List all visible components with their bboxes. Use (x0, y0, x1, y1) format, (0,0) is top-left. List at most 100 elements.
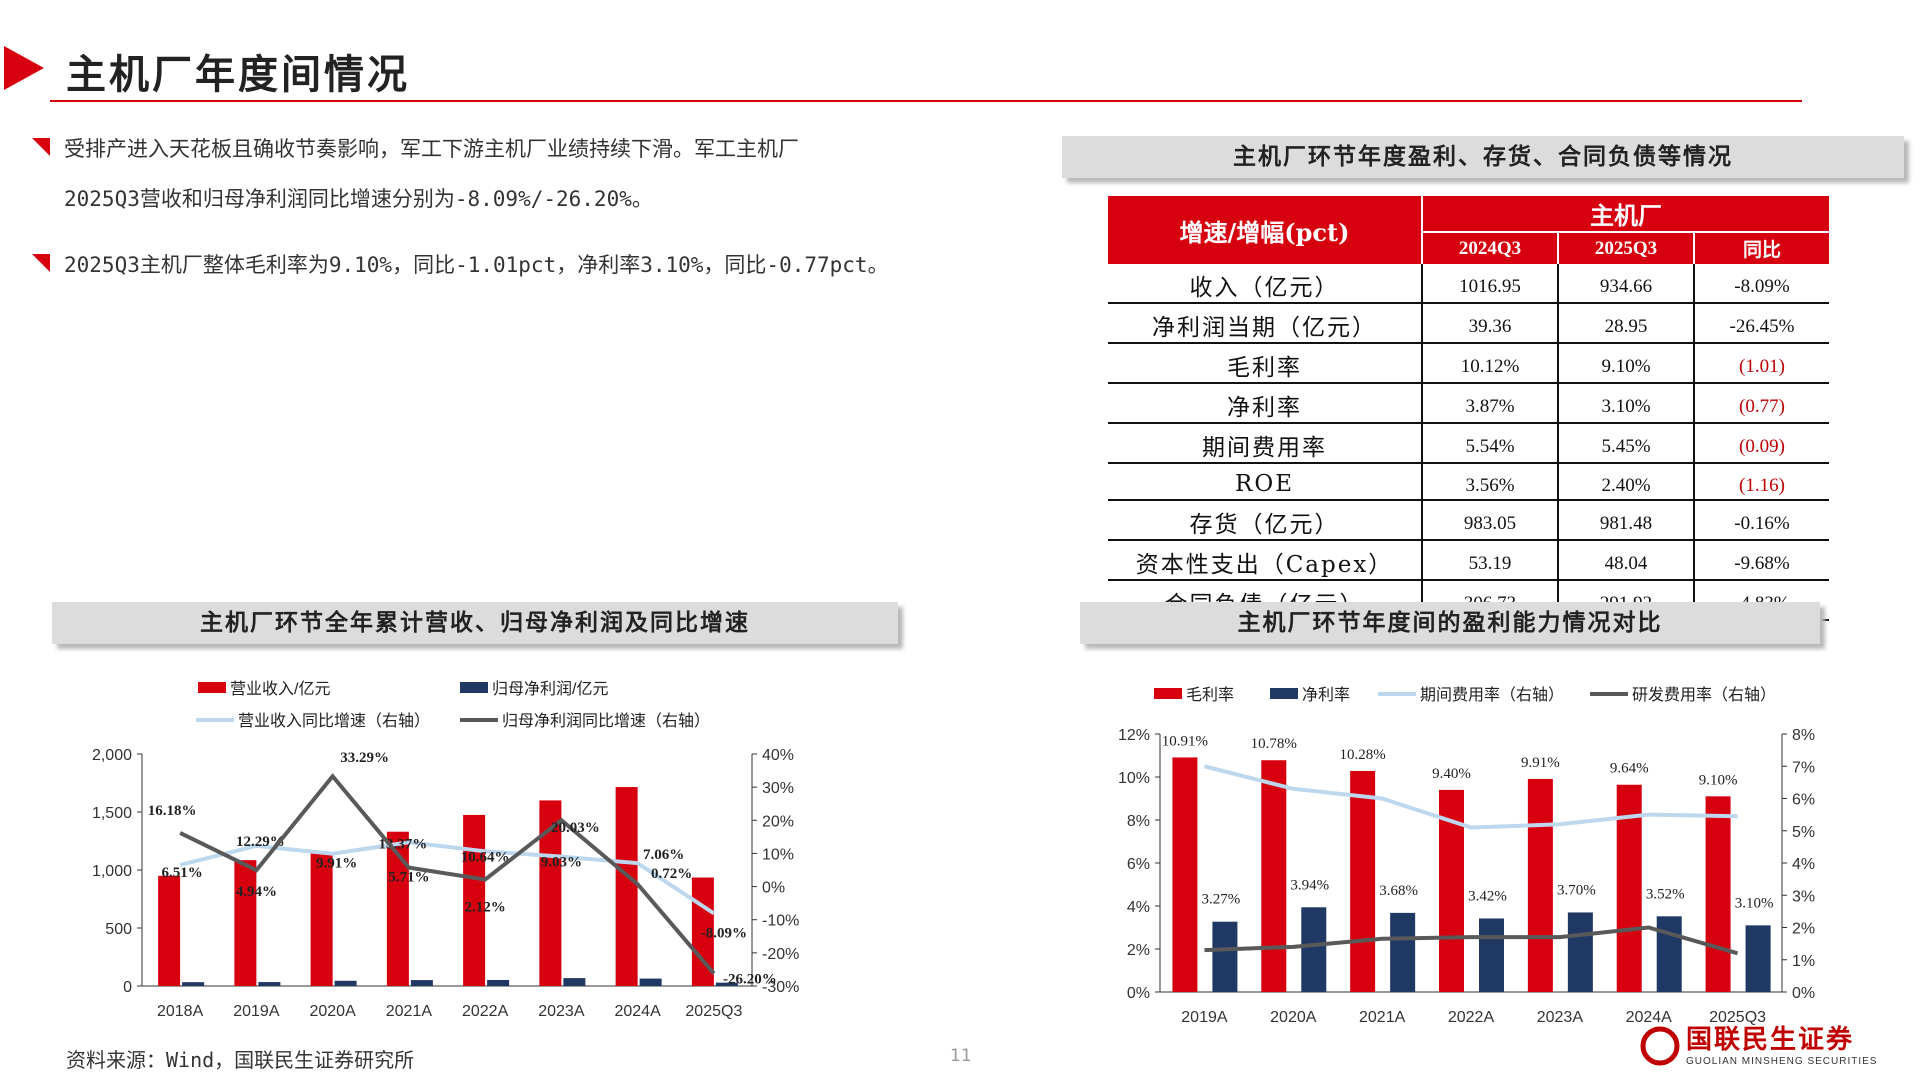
cell-2024q3: 1016.95 (1422, 264, 1559, 304)
x-tick-label: 2020A (309, 1003, 356, 1020)
legend-label: 营业收入同比增速（右轴） (238, 712, 430, 730)
row-label: 资本性支出（Capex） (1108, 540, 1423, 581)
table-row: 期间费用率 5.54% 5.45% (0.09) (1108, 423, 1830, 464)
x-tick-label: 2023A (1537, 1009, 1584, 1026)
y2-tick-label: 8% (1792, 727, 1815, 744)
data-label: 9.03% (541, 855, 582, 871)
data-label: -8.09% (701, 925, 747, 941)
data-label: 3.42% (1468, 888, 1507, 904)
cell-2024q3: 10.12% (1422, 343, 1559, 384)
cell-yoy: -0.16% (1694, 500, 1830, 541)
y2-tick-label: 2% (1792, 921, 1815, 938)
y-tick-label: 2% (1127, 942, 1150, 959)
bar (258, 982, 281, 986)
cell-2024q3: 53.19 (1422, 540, 1559, 581)
title-marker-icon (4, 46, 44, 90)
cell-2025q3: 3.10% (1558, 383, 1695, 424)
y2-tick-label: 5% (1792, 824, 1815, 841)
row-label: 毛利率 (1108, 343, 1423, 384)
bar (463, 814, 486, 986)
table-row: 净利率 3.87% 3.10% (0.77) (1108, 383, 1830, 424)
x-tick-label: 2022A (462, 1003, 509, 1020)
bar (1301, 907, 1327, 992)
y2-tick-label: 3% (1792, 888, 1815, 905)
table-col-header: 同比 (1694, 232, 1830, 264)
table-row: 毛利率 10.12% 9.10% (1.01) (1108, 343, 1830, 384)
data-label: 12.29% (236, 834, 285, 850)
cell-2025q3: 2.40% (1558, 463, 1695, 501)
y2-tick-label: 20% (762, 813, 794, 830)
table-section-title: 主机厂环节年度盈利、存货、合同负债等情况 (1062, 136, 1904, 178)
legend-swatch (1270, 688, 1298, 699)
legend-swatch (460, 682, 488, 693)
data-label: 3.10% (1735, 895, 1774, 911)
y2-tick-label: 40% (762, 747, 794, 764)
bar (1350, 770, 1376, 992)
bullet-2-line-1: 2025Q3主机厂整体毛利率为9.10%，同比-1.01pct，净利率3.10%… (64, 253, 889, 277)
cell-2025q3: 5.45% (1558, 423, 1695, 464)
legend-swatch (198, 682, 226, 693)
chart1-section-title: 主机厂环节全年累计营收、归母净利润及同比增速 (52, 602, 898, 644)
y2-tick-label: 1% (1792, 953, 1815, 970)
table-row: ROE 3.56% 2.40% (1.16) (1108, 463, 1830, 501)
y2-tick-label: 4% (1792, 856, 1815, 873)
data-label: 7.06% (643, 847, 684, 863)
profitability-chart: 毛利率 净利率 期间费用率（右轴） 研发费用率（右轴） 0% 2% 4% 6% 8% 10% 12%… (1118, 686, 1815, 1026)
y-tick-label: 1,000 (92, 863, 132, 880)
data-label: 10.91% (1162, 733, 1208, 749)
cell-yoy: (1.01) (1694, 343, 1830, 384)
company-logo: 国联民生证券 GUOLIAN MINSHENG SECURITIES (1640, 1024, 1877, 1067)
bar (1656, 916, 1682, 992)
bar (1527, 778, 1553, 992)
chart2-section-title: 主机厂环节年度间的盈利能力情况对比 (1080, 602, 1820, 644)
bar (158, 875, 181, 986)
cell-yoy: -26.45% (1694, 303, 1830, 344)
y2-tick-label: 30% (762, 780, 794, 797)
source-note: 资料来源：Wind，国联民生证券研究所 (66, 1048, 415, 1072)
bullet-1-line-1: 受排产进入天花板且确收节奏影响，军工下游主机厂业绩持续下滑。军工主机厂 (64, 137, 799, 161)
cell-2024q3: 3.87% (1422, 383, 1559, 424)
series-line (179, 773, 716, 975)
x-tick-label: 2023A (538, 1003, 585, 1020)
table-col-header: 2025Q3 (1558, 232, 1695, 264)
legend-label: 研发费用率（右轴） (1632, 686, 1776, 704)
bar (539, 800, 562, 986)
legend-label: 营业收入/亿元 (230, 680, 330, 698)
cell-yoy: (0.09) (1694, 423, 1830, 464)
data-label: 4.94% (236, 884, 277, 900)
data-label: 9.64% (1610, 761, 1649, 777)
data-label: 3.27% (1202, 892, 1241, 908)
data-label: 0.72% (651, 866, 692, 882)
profitability-table: 增速/增幅(pct) 主机厂 2024Q3 2025Q3 同比 收入（亿元） 10… (1108, 196, 1830, 621)
data-label: -26.20% (723, 971, 777, 987)
legend-label: 期间费用率（右轴） (1420, 686, 1564, 704)
cell-2024q3: 3.56% (1422, 463, 1559, 501)
series-line (1203, 764, 1738, 830)
bar (715, 982, 738, 986)
x-tick-label: 2024A (1626, 1009, 1673, 1026)
y2-tick-label: 0% (762, 880, 785, 897)
logo-mark-icon (1640, 1026, 1680, 1066)
cell-2024q3: 39.36 (1422, 303, 1559, 344)
table-group-header: 主机厂 (1422, 196, 1830, 233)
data-label: 2.12% (465, 900, 506, 916)
cell-yoy: -8.09% (1694, 264, 1830, 304)
table-row: 资本性支出（Capex） 53.19 48.04 -9.68% (1108, 540, 1830, 581)
logo-en-text: GUOLIAN MINSHENG SECURITIES (1686, 1056, 1877, 1067)
bar (410, 980, 433, 986)
x-tick-label: 2025Q3 (685, 1003, 742, 1020)
legend-label: 归母净利润同比增速（右轴） (502, 712, 710, 730)
y-tick-label: 4% (1127, 899, 1150, 916)
cell-2025q3: 28.95 (1558, 303, 1695, 344)
x-tick-label: 2018A (157, 1003, 204, 1020)
x-tick-label: 2021A (1359, 1009, 1406, 1026)
bar (615, 787, 638, 986)
data-label: 3.68% (1379, 883, 1418, 899)
y-tick-label: 2,000 (92, 747, 132, 764)
cell-2024q3: 5.54% (1422, 423, 1559, 464)
y-tick-label: 500 (105, 921, 132, 938)
row-label: 净利率 (1108, 383, 1423, 424)
data-label: 3.52% (1646, 886, 1685, 902)
bar (1212, 921, 1238, 992)
data-label: 5.71% (388, 870, 429, 886)
